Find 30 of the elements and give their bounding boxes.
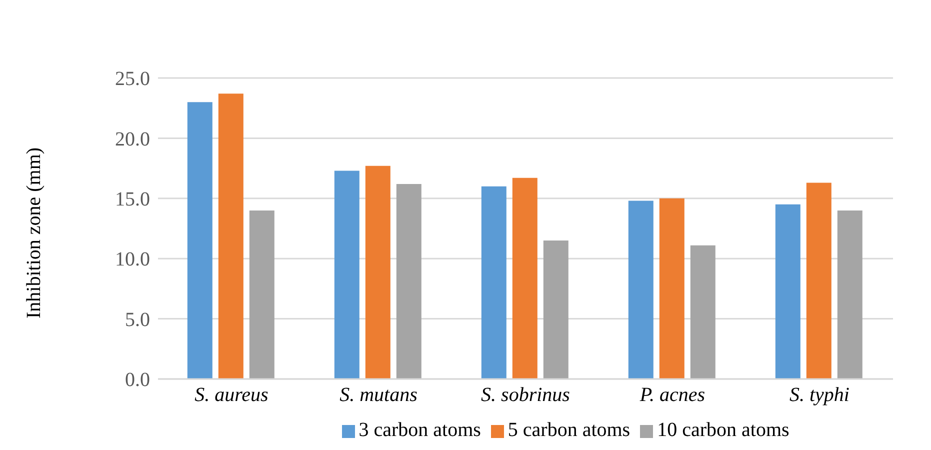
bar [249, 210, 274, 379]
y-tick-label: 10.0 [115, 248, 150, 271]
y-tick-label: 20.0 [115, 128, 150, 150]
legend-label: 10 carbon atoms [657, 419, 790, 441]
x-tick-label: S. sobrinus [481, 384, 570, 406]
x-tick-label: S. typhi [790, 384, 850, 406]
bar [334, 170, 360, 379]
x-tick-label: P. acnes [638, 384, 706, 406]
bar [659, 198, 684, 379]
bar [806, 182, 832, 379]
y-tick-label: 15.0 [115, 188, 150, 210]
y-axis-title: Inhibition zone (mm) [23, 147, 46, 318]
bar [628, 200, 654, 379]
bar [512, 178, 538, 379]
bar [690, 245, 716, 379]
legend-label: 3 carbon atoms [358, 419, 481, 441]
bar [218, 94, 244, 379]
bar [187, 102, 212, 379]
y-tick-label: 25.0 [115, 68, 150, 90]
legend-label: 5 carbon atoms [508, 419, 630, 441]
bar [481, 186, 506, 379]
x-tick-label: S. mutans [340, 384, 418, 406]
y-tick-label: 0.0 [125, 369, 150, 392]
bar [543, 240, 568, 379]
y-tick-label: 5.0 [125, 308, 150, 331]
bar [396, 184, 422, 379]
bar [775, 204, 800, 379]
bar [837, 210, 862, 379]
bar [365, 166, 390, 379]
x-tick-label: S. aureus [194, 384, 269, 406]
